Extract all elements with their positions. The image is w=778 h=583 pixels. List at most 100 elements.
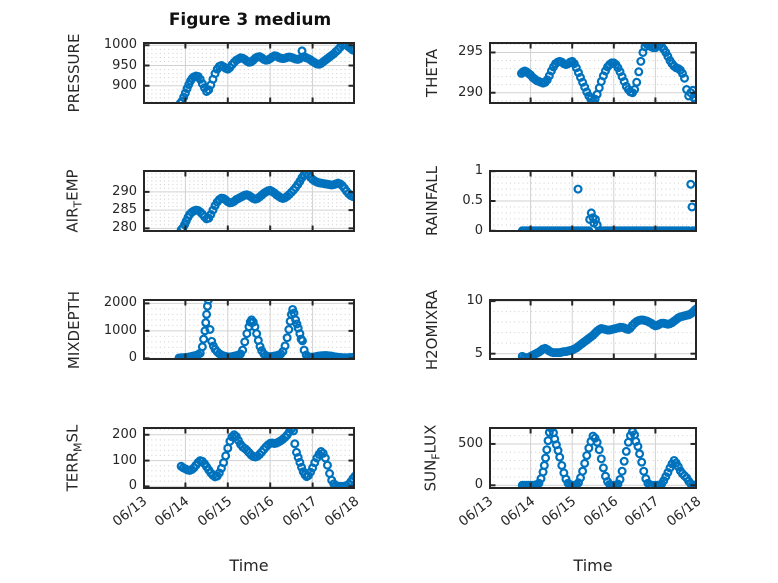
data-marker <box>592 437 602 447</box>
data-marker <box>210 69 220 79</box>
data-marker <box>615 474 625 484</box>
data-marker <box>350 44 355 54</box>
data-marker <box>305 467 315 477</box>
data-marker <box>598 463 608 473</box>
data-marker <box>207 336 217 346</box>
data-marker <box>350 190 355 200</box>
data-marker <box>633 441 643 451</box>
data-marker <box>692 89 697 99</box>
data-marker <box>641 474 651 484</box>
data-marker <box>350 352 355 360</box>
y-tick-label: 10 <box>466 293 483 309</box>
axes-frame <box>489 170 697 232</box>
data-marker <box>201 318 211 328</box>
y-tick-label: 285 <box>112 202 137 218</box>
data-marker <box>202 309 212 319</box>
data-marker <box>290 439 300 449</box>
y-tick-label: 0 <box>474 222 483 238</box>
data-marker <box>252 329 262 339</box>
data-marker <box>639 466 649 476</box>
data-marker <box>634 67 644 77</box>
data-marker <box>586 208 596 218</box>
y-tick-label: 900 <box>112 77 137 93</box>
data-marker <box>206 209 216 219</box>
data-marker <box>578 466 588 476</box>
data-marker <box>292 319 302 329</box>
data-marker <box>208 205 218 215</box>
data-marker <box>692 303 697 313</box>
data-marker <box>636 56 646 66</box>
data-marker <box>297 462 307 472</box>
data-marker <box>632 77 642 87</box>
data-marker <box>200 326 210 336</box>
y-tick-label: 0.5 <box>462 193 483 208</box>
y-tick-label: 100 <box>112 452 137 468</box>
subplot-air-temp-canvas <box>143 170 355 232</box>
data-marker <box>596 454 606 464</box>
ylabel-theta: THETA <box>423 48 441 98</box>
data-marker <box>555 452 565 462</box>
data-marker <box>205 325 215 335</box>
axes-frame <box>489 42 697 104</box>
data-marker <box>197 342 207 352</box>
data-marker <box>320 453 330 463</box>
subplot-rainfall-canvas <box>489 170 697 232</box>
y-tick-label: 295 <box>458 44 483 60</box>
subplot-theta-canvas <box>489 42 697 104</box>
subplot-sun-flux-canvas <box>489 427 697 489</box>
data-marker <box>180 88 190 98</box>
axes-frame <box>143 299 355 360</box>
data-marker <box>248 317 258 327</box>
y-tick-label: 2000 <box>103 295 137 311</box>
data-marker <box>619 456 629 466</box>
ylabel-h2omixra: H2OMIXRA <box>423 289 441 370</box>
ylabel-terr-msl: TERRMSL <box>63 424 85 492</box>
data-marker <box>557 460 567 470</box>
data-marker <box>637 457 647 467</box>
ylabel-mixdepth: MIXDEPTH <box>65 290 83 369</box>
ylabel-pressure: PRESSURE <box>65 33 83 113</box>
y-tick-label: 1000 <box>103 37 137 53</box>
data-marker <box>621 446 631 456</box>
data-marker <box>280 341 290 351</box>
data-marker <box>250 322 260 332</box>
data-marker <box>580 458 590 468</box>
x-axis-label-left-column: Time <box>229 556 269 575</box>
data-marker <box>541 453 551 463</box>
data-marker <box>293 452 303 462</box>
y-tick-label: 950 <box>112 57 137 73</box>
y-tick-label: 280 <box>112 220 137 236</box>
figure-title: Figure 3 medium <box>168 10 332 30</box>
ylabel-sun-flux: SUNFLUX <box>421 424 443 492</box>
data-marker <box>582 451 592 461</box>
axes-frame <box>143 42 355 104</box>
y-tick-label: 200 <box>112 426 137 442</box>
subplot-h2omixra-canvas <box>489 299 697 360</box>
x-axis-label-right-column: Time <box>573 556 613 575</box>
data-marker <box>240 337 250 347</box>
data-marker <box>322 460 332 470</box>
y-tick-label: 1 <box>474 163 483 179</box>
y-tick-label: 0 <box>128 350 137 366</box>
data-marker <box>617 466 627 476</box>
data-marker <box>539 460 549 470</box>
axes-frame <box>143 427 355 489</box>
ylabel-rainfall: RAINFALL <box>423 166 441 236</box>
data-marker <box>297 336 307 346</box>
data-marker <box>199 334 209 344</box>
ylabel-air-temp: AIRTEMP <box>63 169 85 233</box>
data-marker <box>221 451 231 461</box>
axes-frame <box>489 427 697 489</box>
data-marker <box>284 325 294 335</box>
data-marker <box>295 457 305 467</box>
data-marker <box>350 471 355 481</box>
y-tick-label: 500 <box>458 435 483 451</box>
data-marker <box>635 449 645 459</box>
y-tick-label: 1000 <box>103 322 137 338</box>
data-marker <box>195 74 205 84</box>
axes-frame <box>489 299 697 360</box>
y-tick-label: 0 <box>474 477 483 493</box>
axes-frame <box>143 170 355 232</box>
data-marker <box>594 445 604 455</box>
